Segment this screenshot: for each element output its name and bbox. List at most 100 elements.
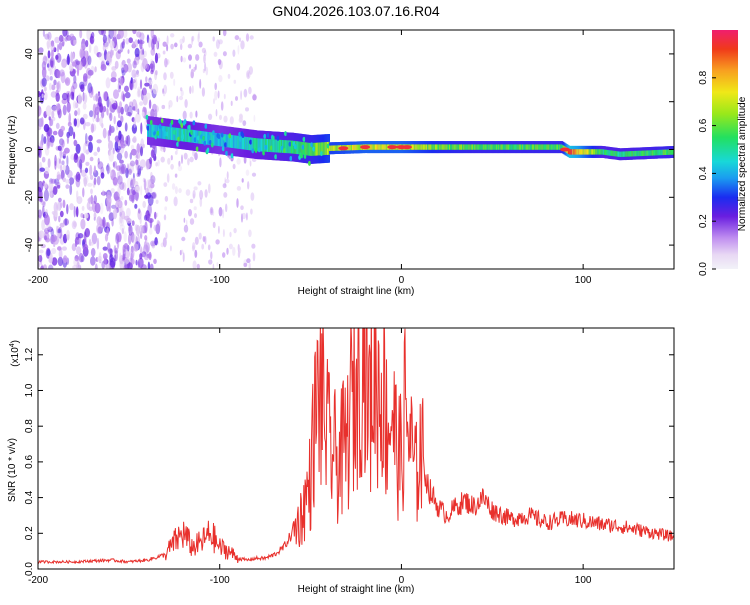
heatmap-cell [93, 212, 97, 219]
colorbar-gradient [712, 30, 738, 269]
heatmap-cell [161, 126, 165, 132]
heatmap-cell [242, 120, 247, 126]
heatmap-cell [349, 144, 352, 151]
heatmap-cell [84, 212, 89, 219]
heatmap-cell [41, 219, 45, 231]
heatmap-cell [131, 220, 135, 226]
heatmap-cell [374, 144, 377, 150]
heatmap-cell [145, 92, 151, 100]
heatmap-cell [97, 226, 102, 234]
heatmap-cell [47, 50, 51, 59]
heatmap-cell [143, 178, 147, 191]
heatmap-cell [139, 79, 143, 90]
heatmap-cell [240, 90, 243, 101]
heatmap-cell [66, 170, 73, 179]
heatmap-cell [492, 144, 495, 150]
heatmap-cell [597, 149, 600, 155]
heatmap-cell [73, 131, 76, 140]
heatmap-cell [145, 76, 148, 83]
heatmap-cell [44, 227, 50, 234]
heatmap-cell [124, 103, 129, 113]
heatmap-cell [222, 183, 227, 189]
heatmap-cell [236, 135, 239, 149]
heatmap-cell [162, 237, 167, 248]
heatmap-cell [358, 144, 361, 150]
heatmap-cell [539, 144, 542, 150]
heatmap-cell [223, 192, 228, 198]
heatmap-cell [217, 134, 221, 140]
heatmap-cell [82, 174, 89, 185]
heatmap-cell [60, 202, 63, 209]
heatmap-cell [198, 232, 202, 240]
heatmap-cell [495, 144, 498, 150]
heatmap-cell [232, 163, 236, 170]
heatmap-cell [168, 100, 173, 108]
heatmap-cell [301, 144, 305, 150]
heatmap-cell [513, 144, 516, 150]
heatmap-cell [39, 249, 44, 254]
heatmap-cell [93, 165, 96, 174]
heatmap-cell [102, 44, 106, 52]
heatmap-cell [658, 149, 661, 156]
heatmap-cell [620, 151, 623, 157]
spectrogram-y-label: Frequency (Hz) [7, 116, 18, 185]
heatmap-cell [302, 136, 306, 142]
y-tick-label: 1.2 [24, 347, 35, 361]
heatmap-cell [243, 156, 247, 164]
heatmap-cell [151, 241, 156, 249]
heatmap-cell [454, 144, 457, 150]
heatmap-cell [167, 157, 171, 165]
heatmap-cell [66, 101, 71, 113]
heatmap-cell [634, 150, 637, 157]
heatmap-cell [426, 144, 429, 150]
heatmap-cell [143, 241, 147, 250]
heatmap-cell [378, 144, 381, 150]
heatmap-cell [622, 151, 625, 157]
colorbar: 0.0 0.2 0.4 0.6 0.8 Normalized spectral ampl… [698, 30, 748, 276]
heatmap-hotspot [338, 146, 349, 151]
heatmap-cell [88, 238, 92, 247]
heatmap-cell [61, 160, 65, 166]
heatmap-cell [318, 142, 321, 156]
heatmap-cell [282, 148, 286, 154]
heatmap-cell [189, 218, 195, 225]
heatmap-cell [182, 252, 185, 263]
heatmap-cell [101, 30, 106, 36]
heatmap-cell [322, 142, 325, 156]
heatmap-cell [124, 122, 128, 132]
heatmap-cell [545, 144, 547, 150]
heatmap-cell [238, 247, 242, 254]
heatmap-cell [512, 144, 515, 150]
heatmap-cell [180, 87, 183, 92]
heatmap-cell [102, 34, 107, 43]
heatmap-cell [528, 144, 531, 150]
heatmap-cell [150, 48, 156, 56]
heatmap-cell [293, 144, 297, 150]
heatmap-cell [91, 232, 98, 245]
heatmap-cell [62, 104, 67, 116]
heatmap-cell [310, 143, 313, 156]
heatmap-cell [542, 144, 545, 150]
heatmap-cell [642, 150, 644, 156]
heatmap-cell [88, 44, 92, 53]
heatmap-cell [82, 113, 88, 120]
heatmap-cell [240, 136, 243, 150]
heatmap-cell [58, 34, 64, 43]
heatmap-cell [166, 44, 169, 52]
heatmap-cell [51, 234, 57, 242]
heatmap-cell [102, 105, 107, 113]
heatmap-cell [164, 206, 168, 211]
heatmap-cell [41, 77, 47, 87]
heatmap-cell [185, 219, 188, 227]
heatmap-cell [75, 206, 79, 218]
heatmap-cell [69, 33, 75, 39]
heatmap-cell [515, 144, 518, 150]
heatmap-cell [149, 263, 154, 269]
heatmap-cell [224, 142, 227, 148]
heatmap-cell [203, 140, 207, 146]
heatmap-cell [645, 150, 648, 156]
heatmap-cell [189, 198, 194, 204]
y-tick-label: 0.6 [24, 455, 35, 469]
heatmap-cell [252, 252, 256, 262]
heatmap-cell [531, 144, 534, 150]
